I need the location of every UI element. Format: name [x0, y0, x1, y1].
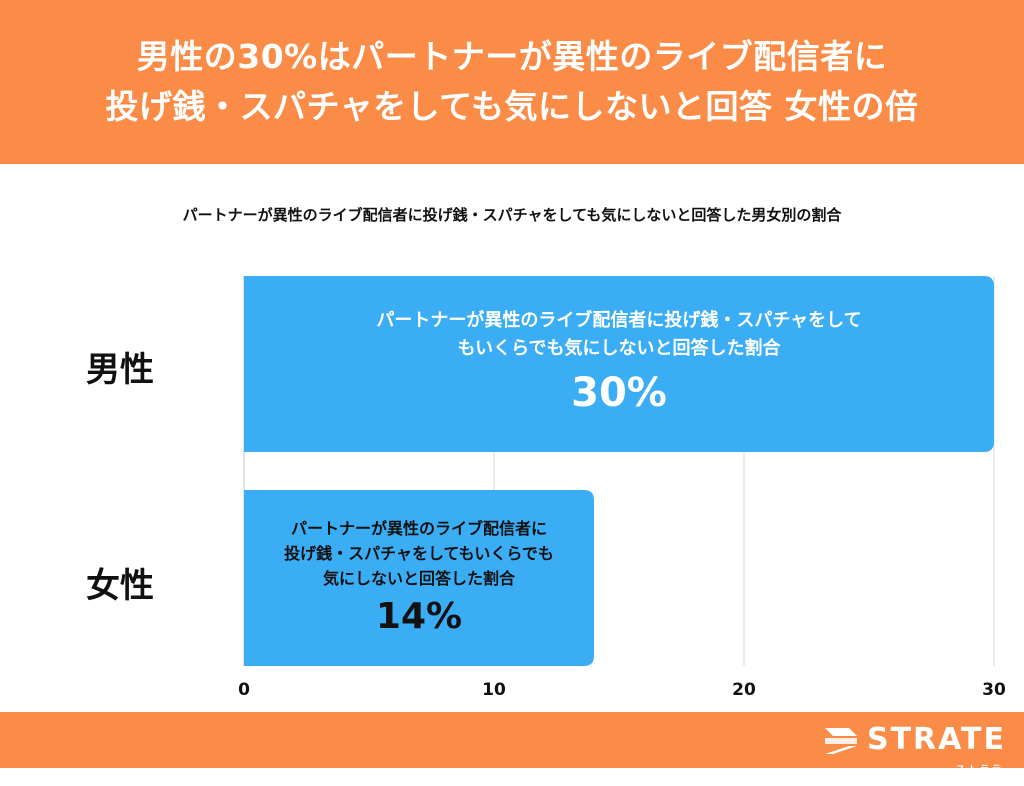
bar-value-female: 14%	[375, 595, 463, 637]
page-title-line-1: 男性の30%はパートナーが異性のライブ配信者に	[136, 37, 888, 76]
brand-name-kana: ストラテ	[955, 765, 1004, 775]
category-label-female: 女性	[86, 566, 154, 606]
bar-label-female-line-3: 気にしないと回答した割合	[322, 568, 515, 588]
brand-name: STRATE ストラテ	[866, 722, 1006, 776]
x-tick-label-0: 0	[238, 680, 250, 700]
bar-value-male: 30%	[571, 370, 667, 416]
x-tick-label-30: 30	[982, 680, 1006, 700]
bar-chart	[243, 276, 995, 666]
bar-label-female: パートナーが異性のライブ配信者に 投げ銭・スパチャをしてもいくらでも 気にしない…	[244, 490, 594, 666]
bar-label-male-line-1: パートナーが異性のライブ配信者に投げ銭・スパチャをして	[376, 310, 862, 331]
footer-bar: STRATE ストラテ	[0, 712, 1024, 776]
page-title-line-2: 投げ銭・スパチャをしても気にしないと回答 女性の倍	[105, 87, 919, 126]
bar-male	[244, 276, 994, 452]
bar-label-female-line-2: 投げ銭・スパチャをしてもいくらでも	[284, 543, 554, 563]
header-banner: 男性の30%はパートナーが異性のライブ配信者に 投げ銭・スパチャをしても気にしな…	[0, 0, 1024, 164]
bar-label-male-line-2: もいくらでも気にしないと回答した割合	[457, 338, 781, 359]
brand-logo: STRATE ストラテ	[823, 720, 1006, 776]
category-label-male: 男性	[86, 350, 154, 390]
x-tick-label-10: 10	[482, 680, 506, 700]
x-tick-label-20: 20	[732, 680, 756, 700]
bar-label-female-line-1: パートナーが異性のライブ配信者に	[290, 518, 547, 538]
bar-label-male: パートナーが異性のライブ配信者に投げ銭・スパチャをして もいくらでも気にしないと…	[244, 276, 994, 452]
chart-title: パートナーが異性のライブ配信者に投げ銭・スパチャをしても気にしないと回答した男女…	[182, 206, 842, 224]
brand-name-text: STRATE	[866, 722, 1006, 757]
strate-logo-icon	[824, 728, 857, 754]
bar-female	[244, 490, 594, 666]
